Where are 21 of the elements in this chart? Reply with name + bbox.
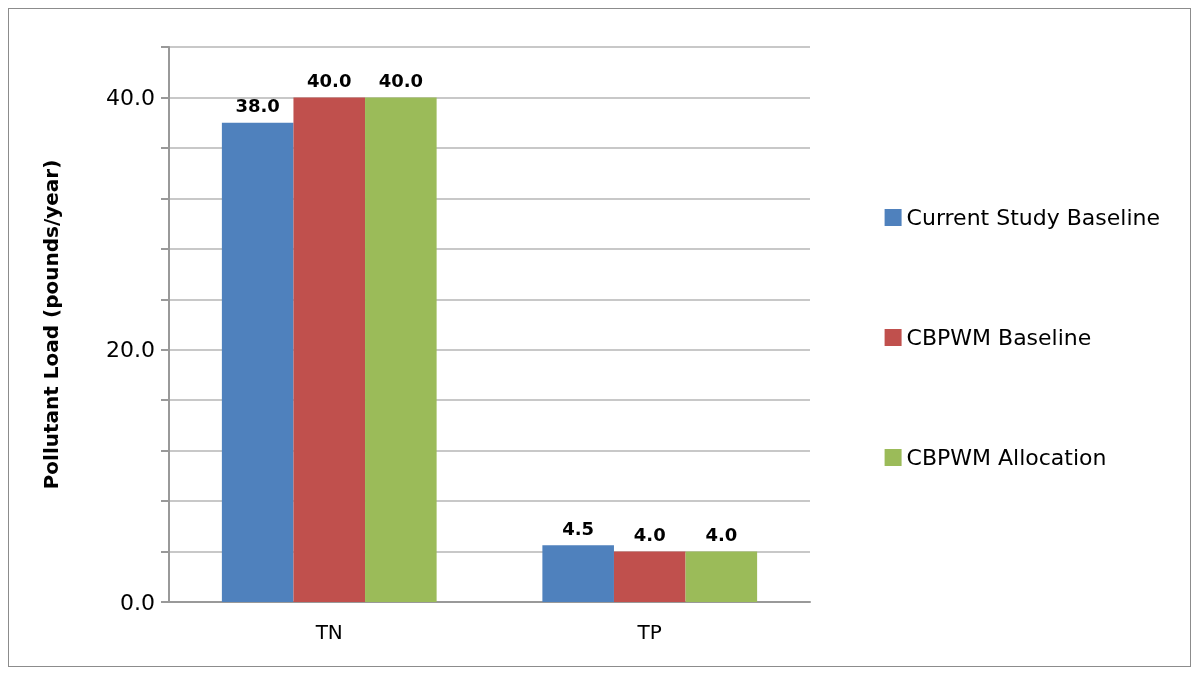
legend-label: Current Study Baseline xyxy=(906,205,1161,230)
data-label: 40.0 xyxy=(378,69,424,91)
bar xyxy=(293,97,366,602)
y-tick-label: 40.0 xyxy=(106,84,155,110)
bar xyxy=(542,545,614,602)
x-tick-label: TN xyxy=(314,620,343,644)
y-axis-title: Pollutant Load (pounds/year) xyxy=(39,159,63,490)
y-tick-label: 20.0 xyxy=(106,337,155,363)
y-tick-label: 0.0 xyxy=(120,589,155,615)
data-label: 4.5 xyxy=(562,517,595,539)
bar xyxy=(613,551,686,602)
data-label: 38.0 xyxy=(235,95,280,117)
x-tick-label: TP xyxy=(636,620,662,644)
legend-label: CBPWM Allocation xyxy=(906,445,1107,470)
data-label: 4.0 xyxy=(633,524,666,546)
bar xyxy=(221,122,294,602)
data-label: 40.0 xyxy=(307,69,352,91)
bar xyxy=(685,551,758,602)
legend-label: CBPWM Baseline xyxy=(906,325,1092,350)
bar xyxy=(365,97,437,602)
data-label: 4.0 xyxy=(705,524,738,546)
